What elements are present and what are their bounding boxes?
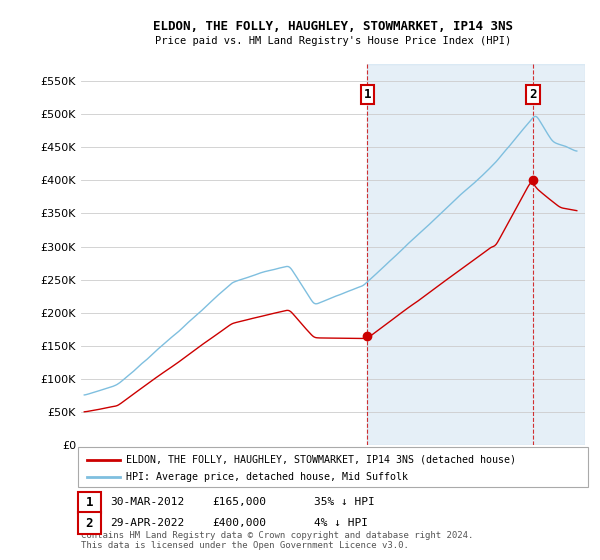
Text: ELDON, THE FOLLY, HAUGHLEY, STOWMARKET, IP14 3NS: ELDON, THE FOLLY, HAUGHLEY, STOWMARKET, … bbox=[153, 20, 513, 32]
Text: 4% ↓ HPI: 4% ↓ HPI bbox=[314, 518, 368, 528]
Text: 2: 2 bbox=[529, 88, 537, 101]
Text: 1: 1 bbox=[86, 496, 93, 509]
Text: 1: 1 bbox=[364, 88, 371, 101]
Text: 30-MAR-2012: 30-MAR-2012 bbox=[110, 497, 184, 507]
Text: HPI: Average price, detached house, Mid Suffolk: HPI: Average price, detached house, Mid … bbox=[126, 472, 408, 482]
Text: £165,000: £165,000 bbox=[212, 497, 266, 507]
Text: 35% ↓ HPI: 35% ↓ HPI bbox=[314, 497, 374, 507]
Bar bbox=[367, 64, 585, 445]
Text: 2: 2 bbox=[86, 516, 93, 530]
Text: Price paid vs. HM Land Registry's House Price Index (HPI): Price paid vs. HM Land Registry's House … bbox=[155, 36, 511, 46]
Text: Contains HM Land Registry data © Crown copyright and database right 2024.
This d: Contains HM Land Registry data © Crown c… bbox=[81, 530, 473, 550]
Text: 29-APR-2022: 29-APR-2022 bbox=[110, 518, 184, 528]
Text: ELDON, THE FOLLY, HAUGHLEY, STOWMARKET, IP14 3NS (detached house): ELDON, THE FOLLY, HAUGHLEY, STOWMARKET, … bbox=[126, 455, 516, 465]
Text: £400,000: £400,000 bbox=[212, 518, 266, 528]
